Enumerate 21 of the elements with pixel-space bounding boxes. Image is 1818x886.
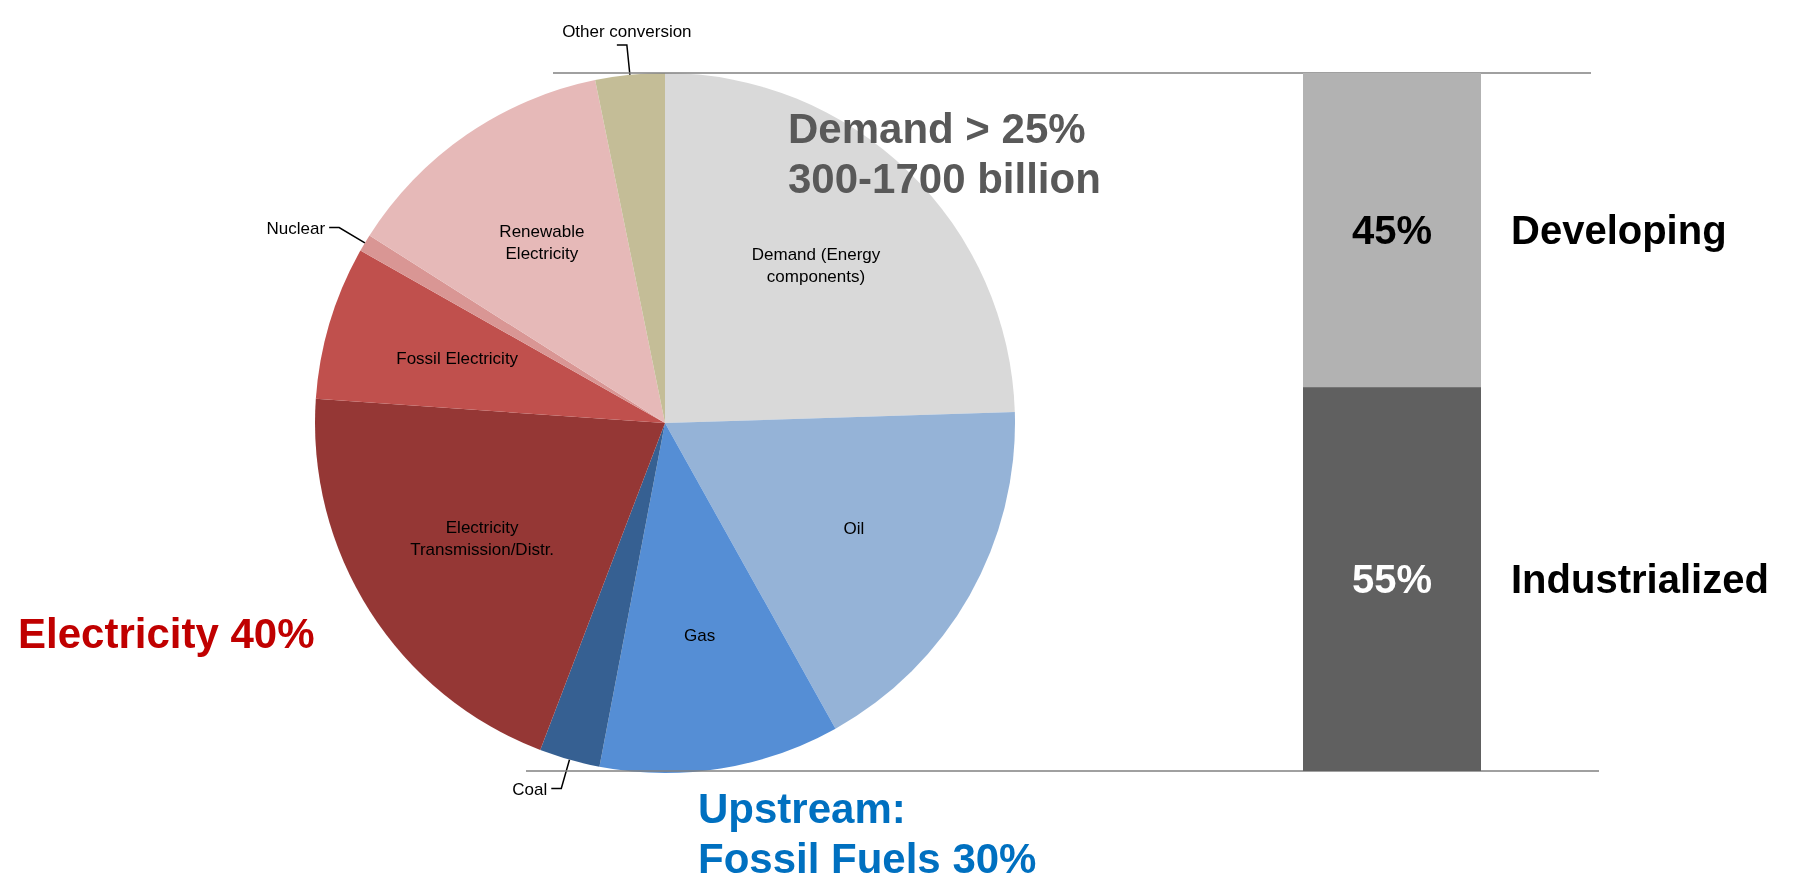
series-label: Industrialized	[1511, 557, 1769, 602]
slice-label: Fossil Electricity	[396, 349, 519, 369]
pie-slice	[599, 423, 836, 773]
pie-slice	[665, 412, 1015, 729]
slice-label: Gas	[684, 626, 716, 646]
text: Demand > 25% 300-1700 billion	[788, 105, 1101, 202]
pie-slice	[315, 398, 665, 751]
series-label: Developing	[1511, 208, 1727, 253]
slice-label: Nuclear	[266, 218, 326, 238]
pie-slice	[369, 80, 665, 423]
text: Electricity 40%	[18, 610, 315, 657]
slice-label: Coal	[512, 779, 548, 799]
slice-label: Other conversion	[562, 21, 692, 41]
slice-label: Electricity Transmission/Distr.	[410, 518, 555, 560]
slice-label: Renewable Electricity	[499, 222, 585, 264]
data-label: 45%	[1351, 208, 1433, 253]
slice-label: Oil	[843, 519, 865, 539]
text: Upstream: Fossil Fuels 30%	[698, 785, 1037, 882]
pie-slice	[595, 73, 665, 423]
slice-label: Demand (Energy components)	[751, 245, 881, 287]
data-label: 55%	[1351, 557, 1433, 602]
